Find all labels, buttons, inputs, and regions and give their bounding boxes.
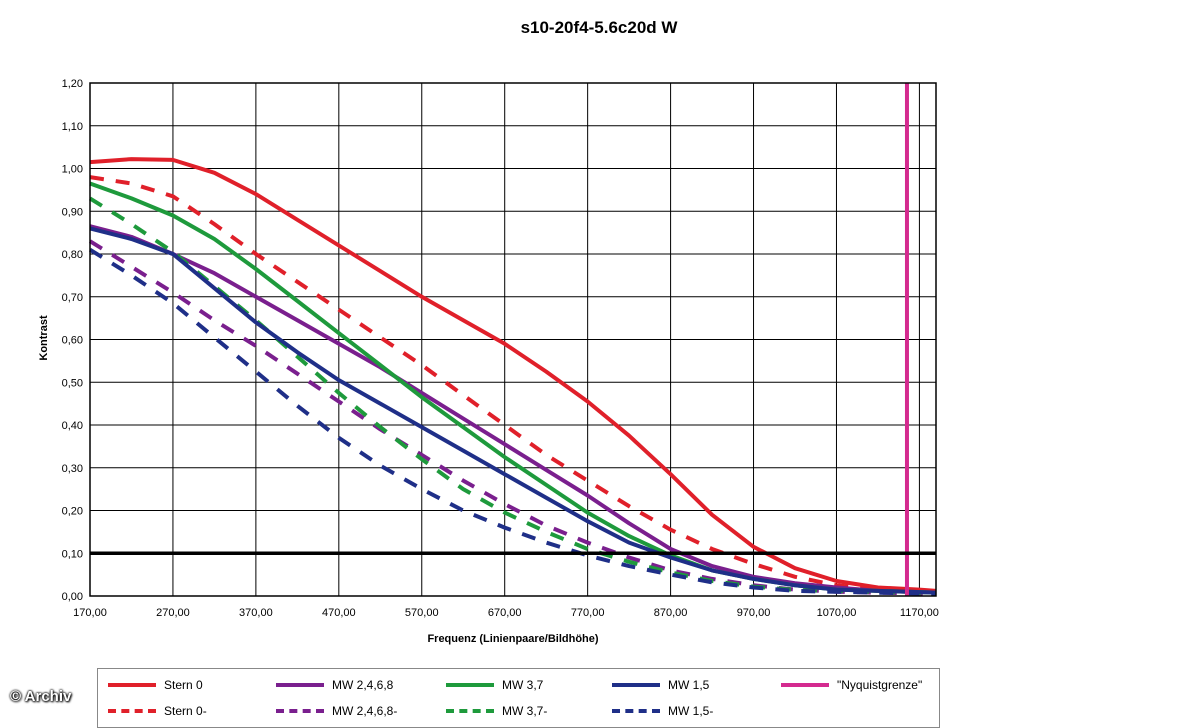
legend-label: MW 1,5- [668,704,714,718]
legend-item: MW 3,7- [446,702,547,720]
x-tick-label: 970,00 [737,607,771,619]
legend-item: MW 2,4,6,8- [276,702,397,720]
series-7-line [89,226,937,595]
legend-swatch [446,683,494,687]
y-tick-label: 0,70 [62,292,83,304]
legend-swatch [612,683,660,687]
legend-label: MW 1,5 [668,678,710,692]
legend-item: MW 2,4,6,8 [276,676,393,694]
legend-swatch [276,683,324,687]
chart-title: s10-20f4-5.6c20d W [521,18,679,37]
y-tick-label: 0,50 [62,377,83,389]
y-tick-label: 0,20 [62,506,83,518]
series-3-line [89,224,937,595]
y-tick-label: 1,20 [62,78,83,90]
legend-item: MW 3,7 [446,676,543,694]
legend-item: Stern 0 [108,676,203,694]
y-tick-label: 1,00 [62,164,83,176]
legend-item: MW 1,5- [612,702,713,720]
y-axis-label: Kontrast [38,315,50,361]
x-tick-label: 170,00 [73,607,107,619]
x-axis-label: Frequenz (Linienpaare/Bildhöhe) [427,633,598,645]
legend-label: Stern 0 [164,678,203,692]
legend-swatch [108,683,156,687]
watermark: © Archiv [10,688,72,705]
legend-item: "Nyquistgrenze" [781,676,922,694]
legend-label: MW 3,7- [502,704,548,718]
plot-border [89,82,937,597]
x-tick-label: 870,00 [654,607,688,619]
x-tick-label: 570,00 [405,607,439,619]
legend-swatch [781,683,829,687]
x-tick-label: 370,00 [239,607,273,619]
legend: Stern 0 MW 2,4,6,8 MW 3,7 MW 1,5 "Nyquistgre… [97,668,940,728]
y-tick-label: 0,00 [62,591,83,603]
y-tick-label: 0,40 [62,420,83,432]
legend-swatch [446,709,494,713]
grid [89,82,936,597]
legend-label: MW 2,4,6,8- [332,704,398,718]
y-tick-label: 0,10 [62,548,83,560]
legend-label: Stern 0- [164,704,207,718]
legend-swatch [108,709,156,713]
axes: 170,00 270,00 370,00 470,00 570,00 670,00 770,… [62,78,939,619]
legend-swatch [612,709,660,713]
x-tick-label: 1070,00 [817,607,857,619]
x-tick-label: 670,00 [488,607,522,619]
legend-swatch [276,709,324,713]
y-tick-label: 0,30 [62,463,83,475]
legend-label: MW 3,7 [502,678,544,692]
series-6-dashed-line [88,196,937,596]
x-tick-label: 270,00 [156,607,190,619]
series-group [88,83,937,596]
legend-label: MW 2,4,6,8 [332,678,394,692]
y-tick-label: 0,60 [62,335,83,347]
x-tick-label: 1170,00 [900,607,939,619]
legend-item: MW 1,5 [612,676,709,694]
x-tick-label: 470,00 [322,607,356,619]
x-tick-label: 770,00 [571,607,605,619]
legend-item: Stern 0- [108,702,207,720]
y-tick-label: 1,10 [62,121,83,133]
y-tick-label: 0,80 [62,249,83,261]
series-1-line [89,157,937,593]
y-tick-label: 0,90 [62,206,83,218]
legend-label: "Nyquistgrenze" [837,678,923,692]
